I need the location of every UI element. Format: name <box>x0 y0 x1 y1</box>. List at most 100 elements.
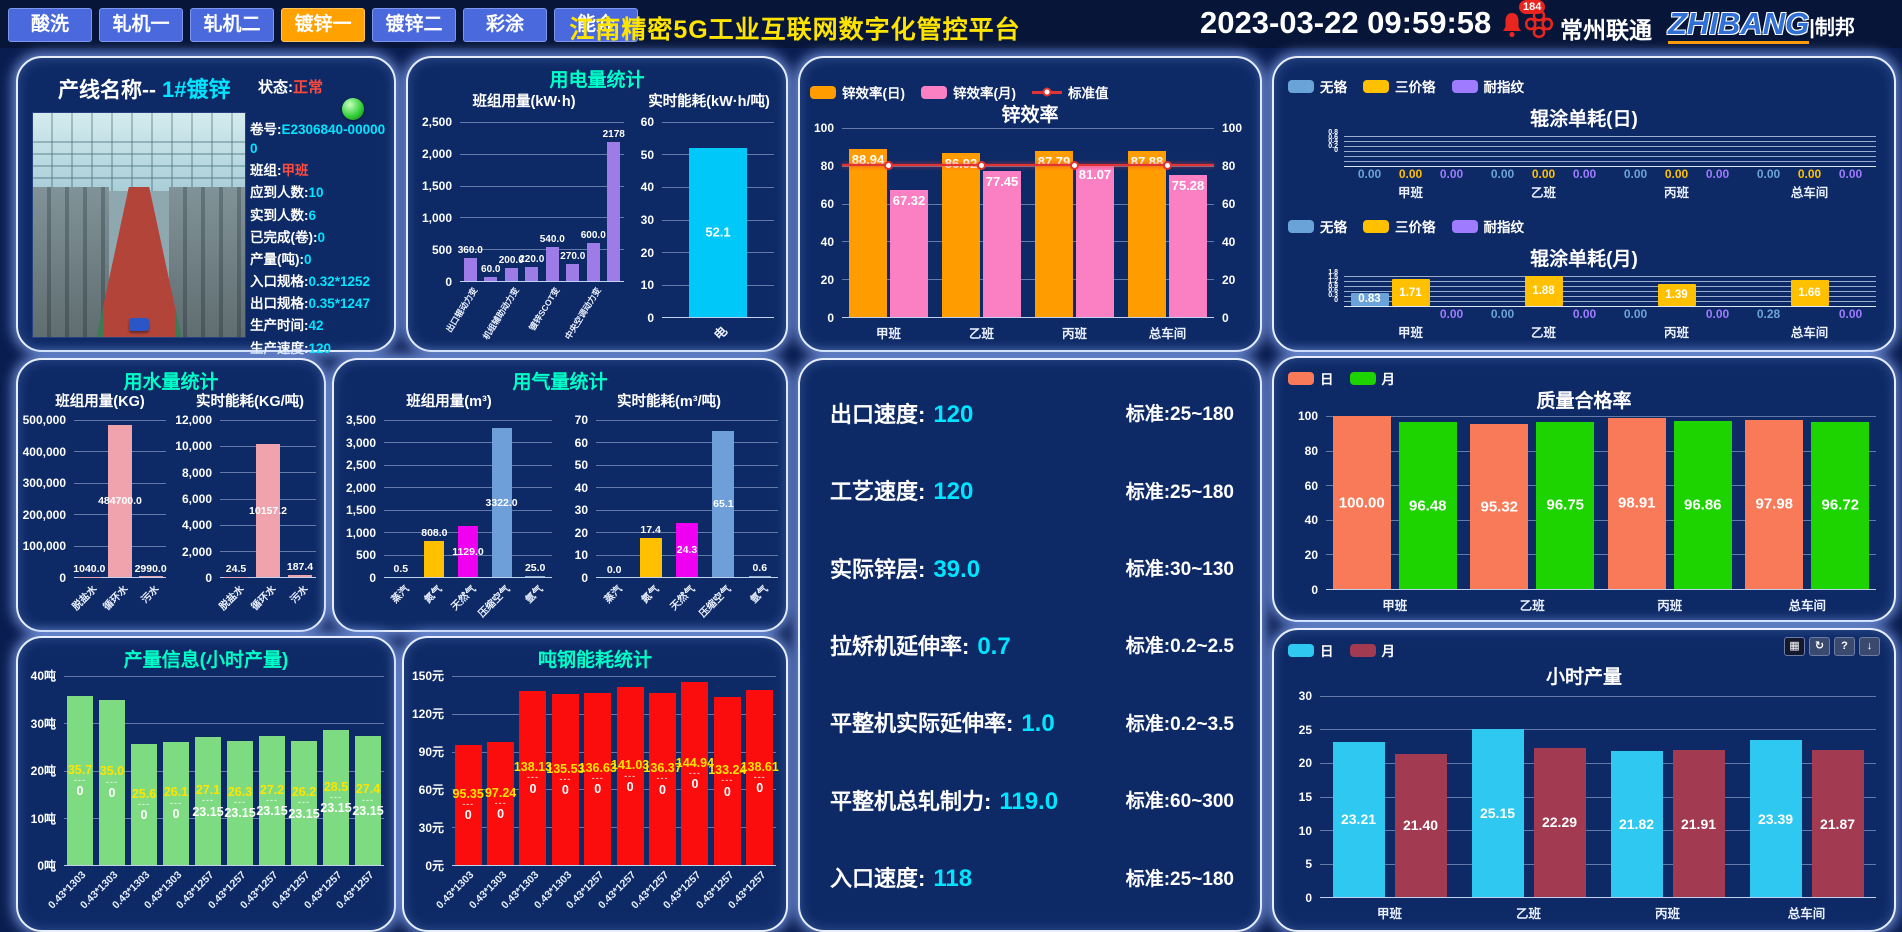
gridline <box>842 203 1214 205</box>
y-axis-label: 2,000 <box>421 147 452 161</box>
y-axis-label: 30吨 <box>30 716 56 731</box>
y-axis-label: 100 <box>813 121 834 135</box>
tab-镀锌一[interactable]: 镀锌一 <box>281 8 365 42</box>
y-axis-label: 90元 <box>418 745 444 759</box>
chart-bars: 52.1 <box>662 122 774 317</box>
x-axis-label: 循环水 <box>101 583 131 613</box>
y-axis-label: 30 <box>640 213 654 227</box>
reference-marker <box>976 160 986 170</box>
line-info-field: 生产时间:42 <box>250 318 324 334</box>
gridline <box>662 317 774 318</box>
tab-酸洗[interactable]: 酸洗 <box>8 8 92 42</box>
bell-icon[interactable] <box>1500 12 1524 38</box>
y-axis-label: 15 <box>1298 790 1312 804</box>
bar-label: 0.00 <box>1439 167 1464 181</box>
y-axis-label: 8,000 <box>181 465 212 480</box>
y-axis-label: 10,000 <box>175 439 212 454</box>
gridline <box>842 279 1214 281</box>
tab-轧机一[interactable]: 轧机一 <box>99 8 183 42</box>
y-axis-label: 200,000 <box>22 507 66 522</box>
bar-label: 10157.2 <box>249 504 287 517</box>
param-standard: 标准:0.2~2.5 <box>1125 636 1234 658</box>
bar-label: 200.0 <box>498 255 524 267</box>
x-axis-label: 镀锌SCOT变 <box>527 285 562 333</box>
tab-镀锌二[interactable]: 镀锌二 <box>372 8 456 42</box>
bar-label: 187.4 <box>286 561 314 574</box>
quality-chart: 100.00 96.48 95.32 96.75 98.91 96.86 97.98 96.7… <box>1286 410 1882 613</box>
param-standard: 标准:25~180 <box>1125 868 1234 890</box>
chart-bars: 360.0 60.0 200.0 220.0 540.0 270.0 600.0 2178 <box>458 122 625 281</box>
bar: 23.21 <box>1332 741 1385 897</box>
bar-label: 0.00 <box>1756 167 1781 181</box>
y-axis-label: 2,500 <box>421 115 452 129</box>
gridline <box>1344 306 1876 307</box>
bar: 141.03 --- 0 <box>611 687 649 865</box>
bar: 135.53 --- 0 <box>546 694 584 865</box>
bar: 60.0 <box>481 265 500 281</box>
gridline <box>1326 485 1876 487</box>
gridline <box>1344 281 1876 282</box>
bar-group: 0.00 0.00 0.00 乙班 <box>1484 136 1604 200</box>
legend-label: 三价铬 <box>1395 220 1436 235</box>
panel-title-roller-monthly: 辊涂单耗(月) <box>1530 249 1638 270</box>
legend-label: 月 <box>1381 372 1396 387</box>
bar: 600.0 <box>581 230 606 281</box>
bar: 21.40 <box>1394 753 1447 897</box>
y-axis-label: 1,000 <box>345 525 376 540</box>
line-info-field: 应到人数:10 <box>250 185 324 201</box>
toolbox-help-icon[interactable]: ? <box>1834 637 1855 656</box>
tab-彩涂[interactable]: 彩涂 <box>463 8 547 42</box>
y-axis-label: 20 <box>574 525 588 540</box>
toolbox-download-icon[interactable]: ↓ <box>1859 637 1880 656</box>
bar: 65.1 <box>712 431 735 577</box>
chart-plot: 23.21 21.40 25.15 22.29 21.82 21.91 23.39 21.87 <box>1320 696 1876 898</box>
x-axis-label: 污水 <box>288 583 311 606</box>
y-axis-label-right: 80 <box>1222 159 1236 173</box>
y-axis-label: 60 <box>574 435 588 450</box>
x-axis: 甲班 乙班 丙班 总车间 <box>1320 898 1876 922</box>
toolbox-restore-icon[interactable]: ↻ <box>1809 637 1830 656</box>
bar: 1.39 <box>1657 284 1696 306</box>
param-value: 118 <box>933 865 973 893</box>
x-axis: 出口辊动力变 机组辅助动力变 镀锌SCOT变 中央空调动力变 <box>444 282 624 344</box>
bar-label: 21.82 <box>1618 815 1655 832</box>
tab-能介[interactable]: 能介 <box>554 8 638 42</box>
bar-group: 86.92 77.45 <box>942 128 1021 317</box>
bar: 10157.2 <box>249 444 287 577</box>
param-standard: 标准:30~130 <box>1125 559 1234 581</box>
x-axis-label: 丙班 <box>1663 186 1690 200</box>
y-axis-label-right: 60 <box>1222 197 1236 211</box>
line-info-field: 卷号:E2306840-000000 <box>250 122 386 157</box>
panel-title-zinc: 锌效率 <box>1001 105 1059 126</box>
x-axis-label: 乙班 <box>968 327 994 341</box>
y-axis-label: 60 <box>1304 478 1318 493</box>
y-axis-label: 10吨 <box>30 811 56 826</box>
y-axis-label: 20 <box>1298 756 1312 771</box>
bar-group: 0.00 0.00 0.00 总车间 <box>1750 136 1870 200</box>
bar-label: 0.00 <box>1490 307 1515 321</box>
bar-label: 100.00 <box>1338 494 1385 511</box>
param-label: 平整机实际延伸率: <box>830 711 1014 737</box>
bar-group: 0.00 0.00 0.00 甲班 <box>1351 136 1471 200</box>
y-axis-label: 40 <box>1304 513 1318 528</box>
legend-item: 三价铬 <box>1363 216 1436 236</box>
panel-title-hourly: 小时产量 <box>1545 667 1622 688</box>
roller-monthly-legend: 无铬 三价铬 耐指纹 <box>1288 216 1524 236</box>
toolbox-dataview-icon[interactable]: ▦ <box>1784 637 1805 656</box>
param-standard: 标准:60~300 <box>1125 791 1234 813</box>
bar: 24.3 <box>675 522 698 577</box>
roller-monthly-section: 无铬 三价铬 耐指纹 辊涂单耗(月) 1.8 1.5 1.2 0.9 0.6 0.3 0 0.83… <box>1274 204 1894 340</box>
line-info-fields: 卷号:E2306840-000000 班组:甲班 应到人数:10 实到人数:6 已完成(… <box>250 120 388 361</box>
gridline <box>384 509 552 511</box>
chart-subtitle: 班组用量(m³) <box>406 394 492 410</box>
y-axis-label: 6,000 <box>181 492 212 506</box>
tab-轧机二[interactable]: 轧机二 <box>190 8 274 42</box>
bar-label: 0.00 <box>1664 167 1689 181</box>
bar: 144.94 --- 0 <box>676 682 714 865</box>
bar-label: 27.1 --- 23.15 <box>192 783 224 819</box>
gridline <box>1344 286 1876 287</box>
bar-label: 0.00 <box>1439 307 1464 321</box>
bar: 138.13 --- 0 <box>514 690 552 865</box>
reference-marker <box>1162 160 1172 170</box>
bar-label: 25.15 <box>1479 804 1516 821</box>
